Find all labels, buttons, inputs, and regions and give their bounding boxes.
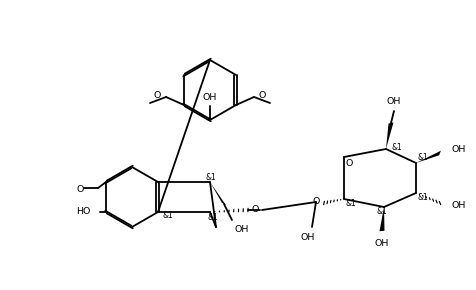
Polygon shape: [379, 207, 385, 231]
Text: OH: OH: [301, 233, 315, 242]
Text: OH: OH: [375, 238, 389, 247]
Text: O: O: [346, 159, 353, 168]
Text: &1: &1: [418, 193, 429, 202]
Text: &1: &1: [163, 211, 174, 220]
Polygon shape: [210, 182, 226, 205]
Text: O: O: [154, 90, 161, 99]
Text: O: O: [251, 204, 258, 213]
Polygon shape: [416, 151, 441, 163]
Text: &1: &1: [391, 142, 402, 151]
Text: HO: HO: [76, 208, 90, 217]
Text: &1: &1: [346, 200, 357, 209]
Text: OH: OH: [235, 226, 249, 235]
Polygon shape: [386, 123, 394, 149]
Text: &1: &1: [377, 208, 387, 217]
Text: OH: OH: [203, 93, 217, 102]
Text: O: O: [77, 186, 84, 195]
Text: OH: OH: [451, 202, 466, 211]
Text: O: O: [313, 197, 320, 206]
Text: &1: &1: [418, 153, 429, 162]
Text: &1: &1: [208, 213, 219, 222]
Text: OH: OH: [451, 146, 466, 155]
Text: O: O: [259, 90, 267, 99]
Text: &1: &1: [206, 173, 217, 182]
Text: OH: OH: [387, 97, 401, 106]
